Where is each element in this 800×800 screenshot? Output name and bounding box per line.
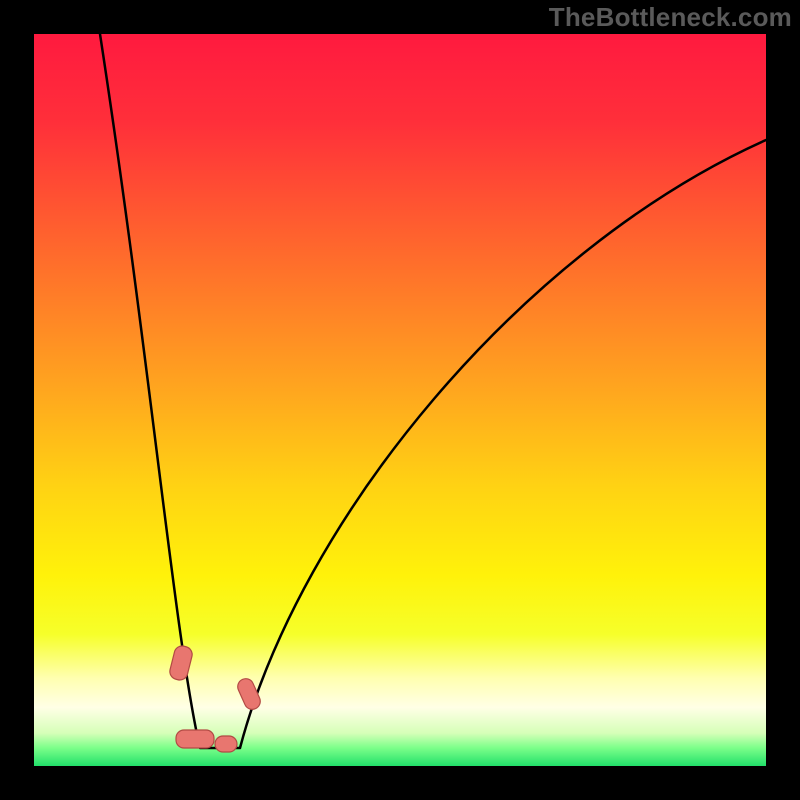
chart-svg: [0, 0, 800, 800]
curve-marker: [215, 736, 237, 752]
curve-marker: [176, 730, 214, 748]
chart-stage: TheBottleneck.com: [0, 0, 800, 800]
plot-area: [34, 34, 766, 766]
gradient-background: [34, 34, 766, 766]
attribution-label: TheBottleneck.com: [549, 2, 792, 33]
